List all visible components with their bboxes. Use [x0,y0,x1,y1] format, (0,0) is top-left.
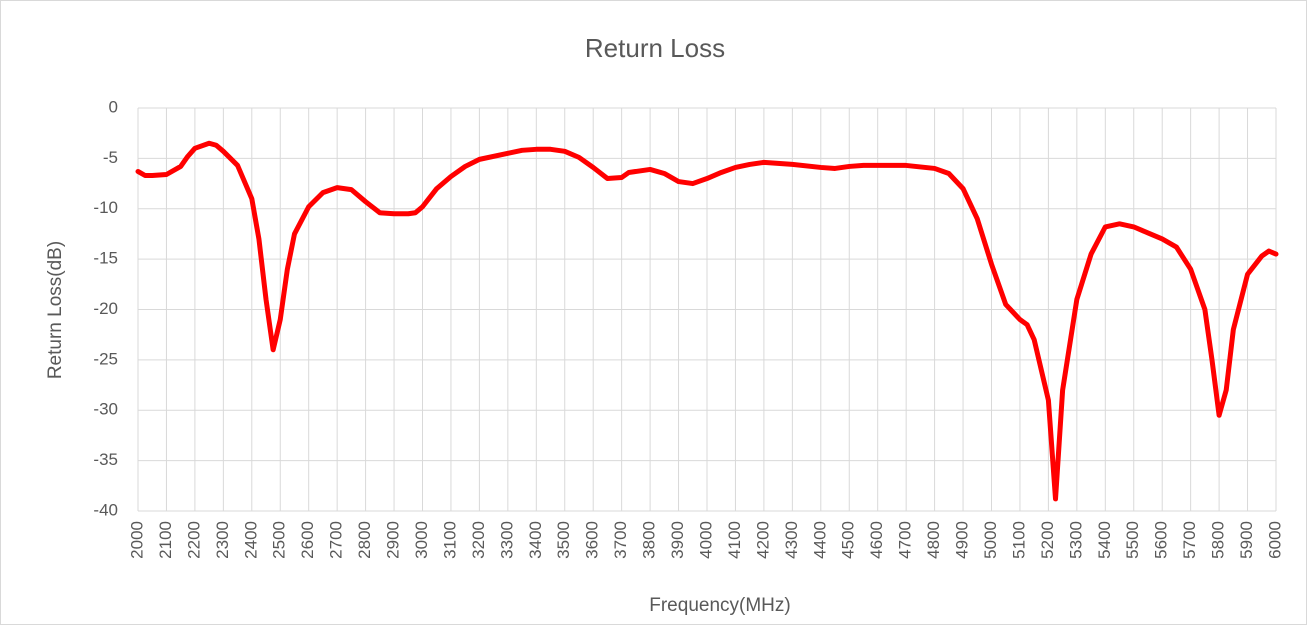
x-tick-label: 4400 [810,521,829,559]
x-tick-label: 3400 [526,521,545,559]
y-tick-label: -15 [93,249,118,268]
x-tick-label: 2500 [270,521,289,559]
x-tick-label: 5200 [1038,521,1057,559]
x-tick-label: 3500 [554,521,573,559]
x-tick-label: 5100 [1009,521,1028,559]
x-tick-label: 4300 [782,521,801,559]
x-tick-label: 3600 [583,521,602,559]
x-tick-label: 2100 [156,521,175,559]
x-tick-label: 3800 [640,521,659,559]
x-tick-label: 4500 [839,521,858,559]
x-tick-label: 4800 [924,521,943,559]
x-axis-label: Frequency(MHz) [649,595,790,616]
x-tick-label: 5500 [1123,521,1142,559]
x-tick-label: 3300 [497,521,516,559]
x-tick-label: 2900 [384,521,403,559]
x-tick-label: 6000 [1265,521,1284,559]
x-tick-label: 4000 [696,521,715,559]
x-tick-label: 4100 [725,521,744,559]
x-tick-label: 3100 [440,521,459,559]
y-tick-label: -25 [93,349,118,368]
y-tick-label: -30 [93,400,118,419]
x-tick-label: 4200 [753,521,772,559]
y-tick-label: -35 [93,450,118,469]
x-tick-label: 2800 [355,521,374,559]
y-tick-label: -40 [93,500,118,519]
x-tick-label: 5400 [1095,521,1114,559]
x-tick-label: 5300 [1066,521,1085,559]
x-tick-label: 2600 [298,521,317,559]
x-tick-label: 5000 [981,521,1000,559]
y-tick-label: -10 [93,198,118,217]
y-tick-label: -20 [93,299,118,318]
x-tick-label: 2300 [213,521,232,559]
data-line [135,140,1279,502]
y-tick-label: 0 [109,97,118,116]
x-tick-label: 2000 [127,521,146,559]
x-tick-label: 5600 [1152,521,1171,559]
x-tick-label: 3700 [611,521,630,559]
x-tick-label: 5700 [1180,521,1199,559]
chart-title: Return Loss [585,33,725,63]
x-tick-label: 4700 [896,521,915,559]
x-tick-label: 3000 [412,521,431,559]
x-tick-label: 3200 [469,521,488,559]
x-tick-label: 5900 [1237,521,1256,559]
x-tick-label: 2700 [327,521,346,559]
x-tick-label: 2400 [241,521,260,559]
x-tick-label: 4600 [867,521,886,559]
y-tick-label: -5 [103,148,118,167]
x-tick-label: 2200 [184,521,203,559]
x-tick-label: 3900 [668,521,687,559]
y-axis-label: Return Loss(dB) [45,241,66,379]
x-tick-label: 4900 [953,521,972,559]
x-tick-label: 5800 [1209,521,1228,559]
